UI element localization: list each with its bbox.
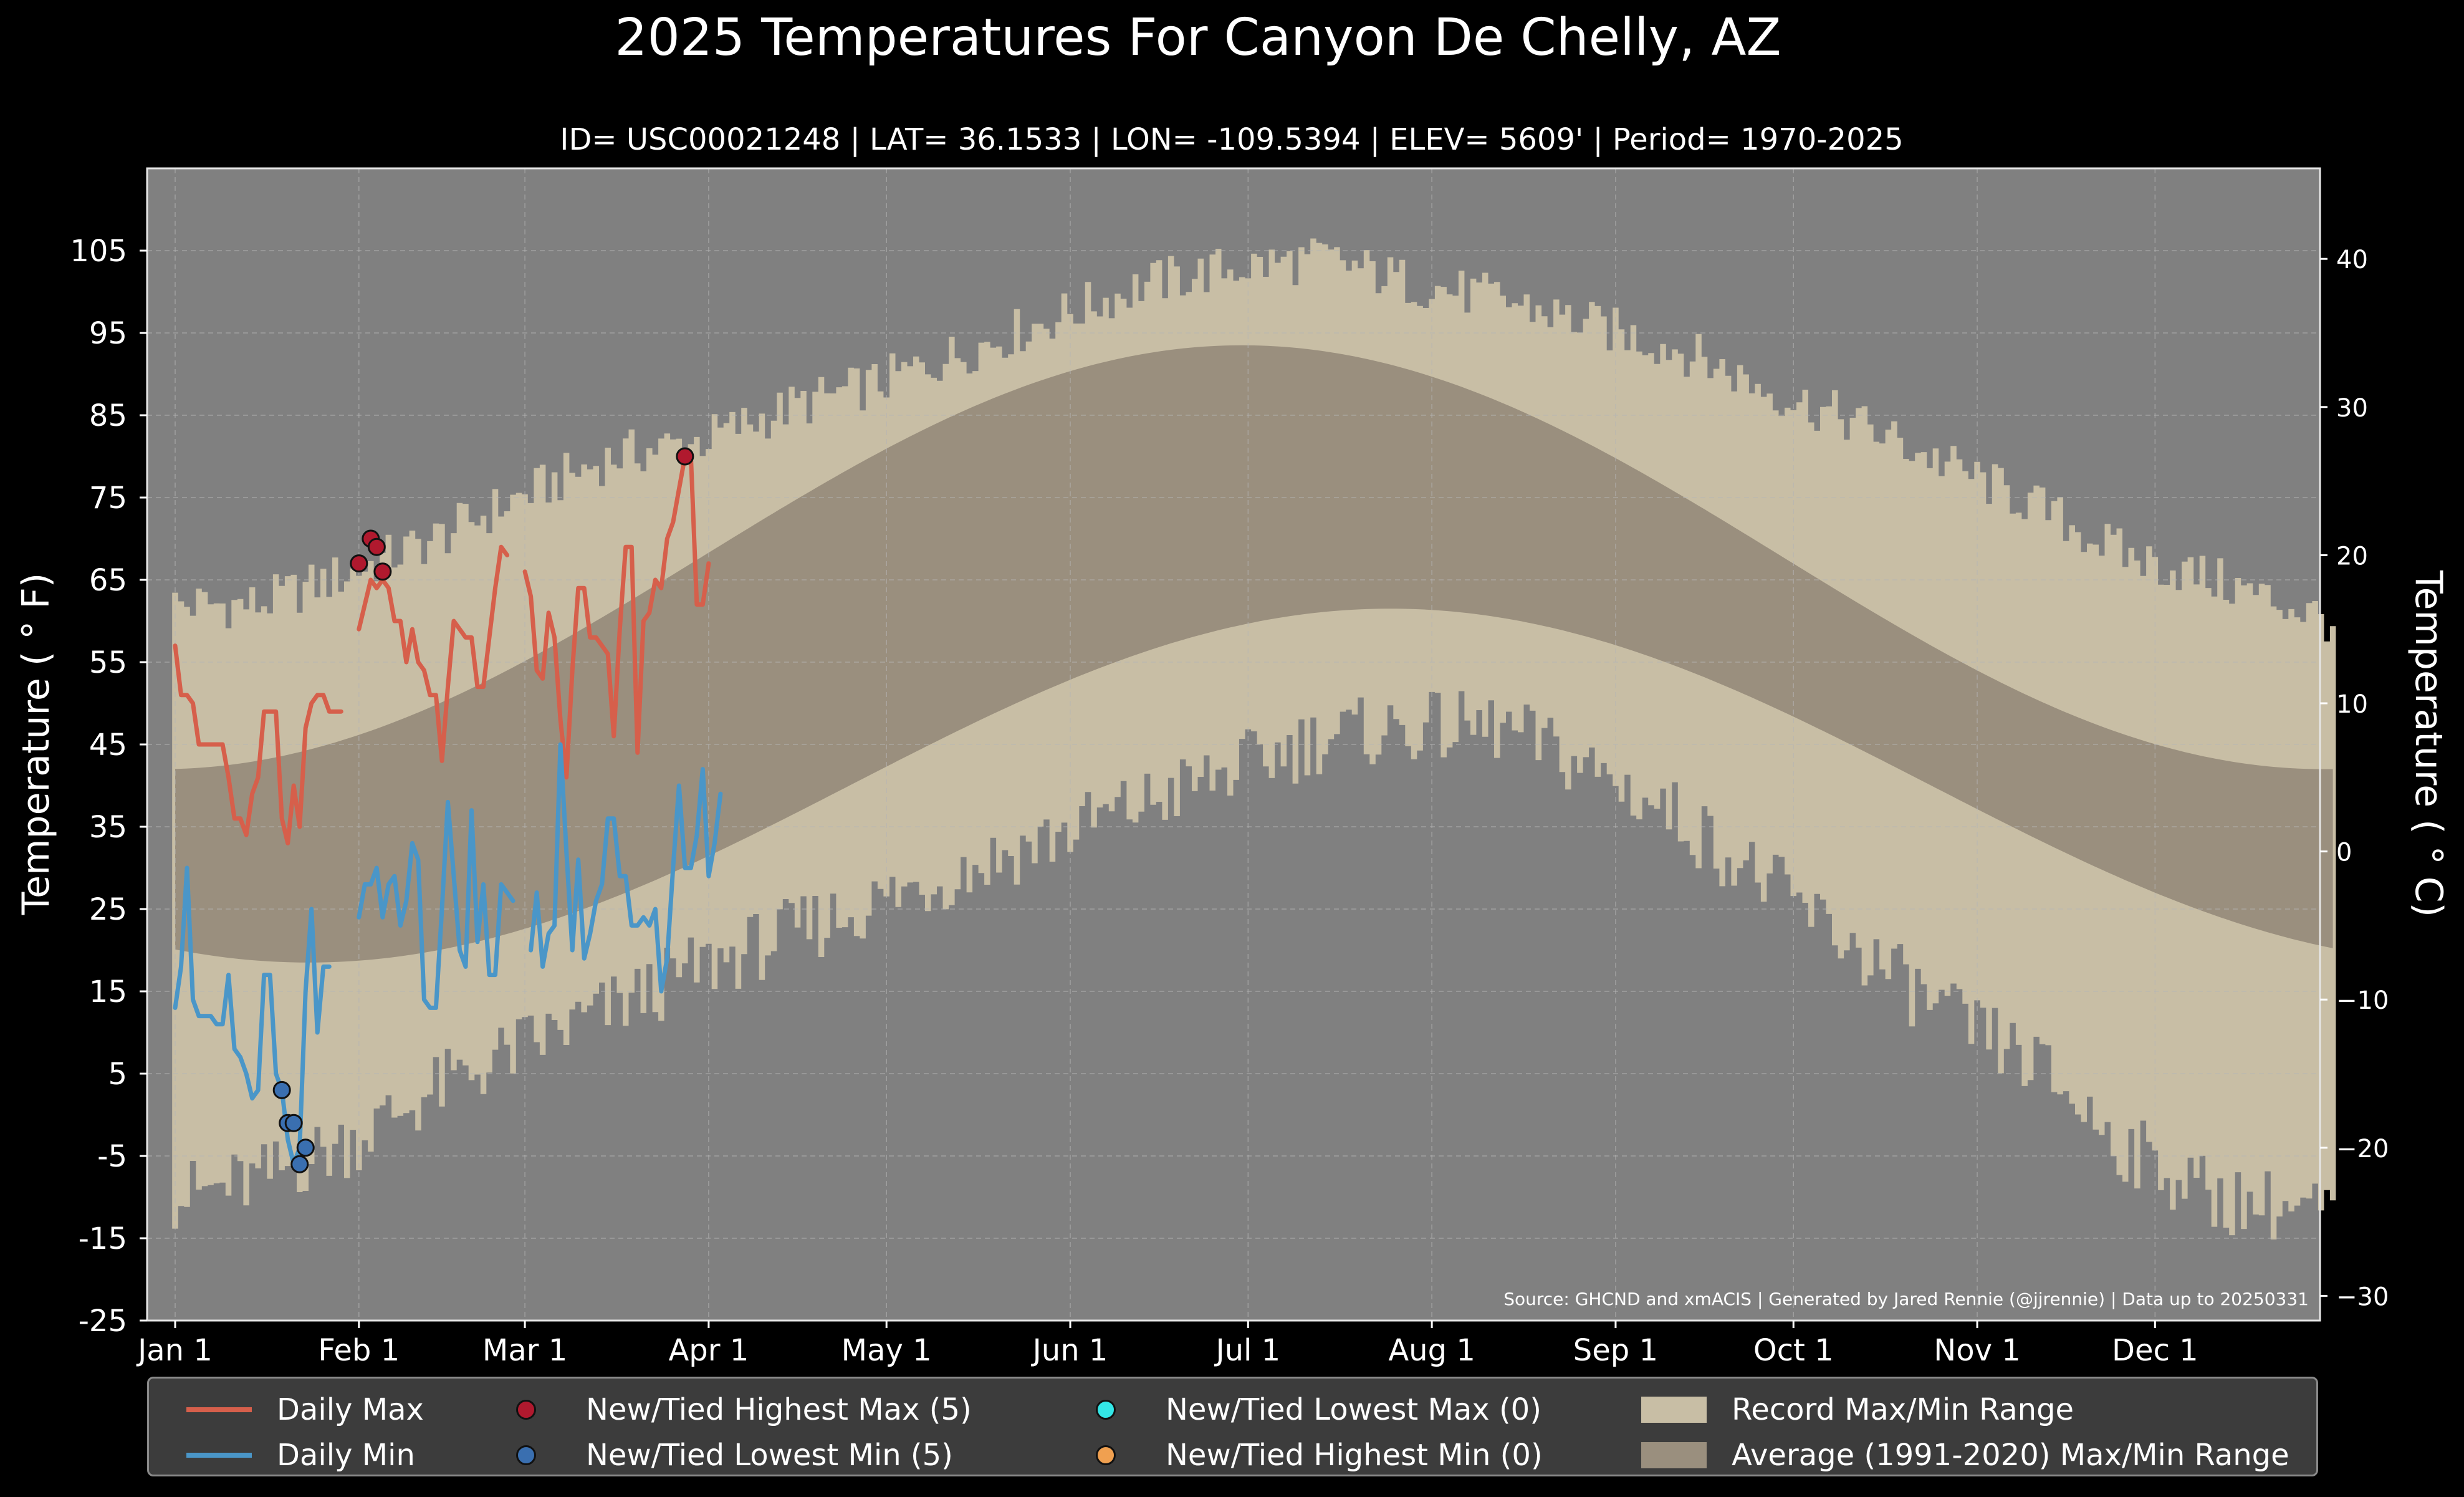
x-tick-label: Nov 1 <box>1934 1333 2020 1368</box>
y-tick-label: 55 <box>89 645 127 680</box>
y-right-tick-label: 20 <box>2336 542 2368 570</box>
y-tick-label: 15 <box>89 975 127 1009</box>
y-tick-label: 85 <box>89 398 127 433</box>
x-tick-label: Aug 1 <box>1388 1333 1475 1368</box>
legend-highest-min: New/Tied Highest Min (0) <box>1071 1437 1543 1474</box>
y-tick-label: -5 <box>97 1139 127 1174</box>
y-right-tick-label: 30 <box>2336 394 2368 423</box>
chart-subtitle: ID= USC00021248 | LAT= 36.1533 | LON= -1… <box>560 122 1903 157</box>
chart-title: 2025 Temperatures For Canyon De Chelly, … <box>615 8 1781 67</box>
legend-label: New/Tied Highest Max (5) <box>586 1392 972 1427</box>
y-tick-label: 95 <box>89 316 127 351</box>
record-range-band <box>172 238 2336 1239</box>
legend-label: New/Tied Highest Min (0) <box>1166 1438 1543 1473</box>
x-tick-label: Jul 1 <box>1214 1333 1280 1368</box>
lowest-min-marker <box>290 1155 309 1173</box>
y-tick-label: -15 <box>79 1221 127 1256</box>
legend-highest-max: New/Tied Highest Max (5) <box>492 1391 972 1428</box>
legend-normal-range: Average (1991-2020) Max/Min Range <box>1641 1437 2289 1474</box>
normal-range-swatch <box>1641 1442 1707 1468</box>
daily-min-line <box>173 742 723 1167</box>
lowest-min-marker-icon <box>516 1445 536 1465</box>
record-range-swatch <box>1641 1397 1707 1423</box>
highest-max-marker <box>676 447 694 466</box>
highest-max-marker <box>350 554 368 573</box>
daily-max-swatch <box>186 1407 252 1412</box>
highest-min-marker-icon <box>1096 1445 1116 1465</box>
daily-max-line <box>173 454 711 845</box>
x-tick-label: Jan 1 <box>136 1333 213 1368</box>
y-axis-label-right: Temperature ( ° C) <box>2407 570 2450 917</box>
plot-area: 105 95 85 75 65 55 45 35 25 15 5 -5 -15 -25 40 30 20 10 0 −… <box>70 167 2389 1368</box>
legend-label: Daily Max <box>277 1392 424 1427</box>
lowest-min-marker <box>272 1081 291 1099</box>
y-tick-label: 105 <box>70 234 127 269</box>
legend: Daily Max Daily Min New/Tied Highest Max… <box>147 1377 2318 1476</box>
y-tick-label: 45 <box>89 728 127 763</box>
y-tick-label: 75 <box>89 481 127 516</box>
lowest-min-marker <box>296 1138 315 1157</box>
lowest-max-marker-icon <box>1096 1400 1116 1420</box>
x-tick-label: May 1 <box>841 1333 932 1368</box>
x-tick-label: Oct 1 <box>1753 1333 1834 1368</box>
y-tick-label: 25 <box>89 892 127 927</box>
daily-min-swatch <box>186 1453 252 1458</box>
y-tick-label: -25 <box>79 1304 127 1339</box>
highest-max-marker <box>367 537 386 556</box>
legend-label: Daily Min <box>277 1438 415 1473</box>
y-tick-label: 35 <box>89 810 127 845</box>
x-tick-label: Sep 1 <box>1573 1333 1658 1368</box>
source-note: Source: GHCND and xmACIS | Generated by … <box>1503 1289 2309 1309</box>
highest-max-marker <box>373 562 392 581</box>
x-tick-label: Dec 1 <box>2112 1333 2198 1368</box>
normal-range-band <box>175 345 2333 963</box>
lowest-min-marker <box>284 1114 303 1132</box>
legend-label: New/Tied Lowest Min (5) <box>586 1438 953 1473</box>
y-right-tick-label: −20 <box>2336 1135 2389 1163</box>
y-tick-label: 5 <box>108 1057 127 1092</box>
legend-label: Average (1991-2020) Max/Min Range <box>1732 1438 2289 1473</box>
legend-lowest-max: New/Tied Lowest Max (0) <box>1071 1391 1541 1428</box>
highest-max-marker-icon <box>516 1400 536 1420</box>
legend-label: New/Tied Lowest Max (0) <box>1166 1392 1541 1427</box>
y-right-tick-label: 0 <box>2336 839 2352 867</box>
legend-daily-max: Daily Max <box>186 1391 424 1428</box>
y-right-tick-label: 40 <box>2336 246 2368 274</box>
legend-daily-min: Daily Min <box>186 1437 415 1474</box>
legend-label: Record Max/Min Range <box>1732 1392 2074 1427</box>
y-right-tick-label: −10 <box>2336 986 2389 1015</box>
y-tick-label: 65 <box>89 563 127 598</box>
x-tick-label: Apr 1 <box>668 1333 749 1368</box>
x-tick-label: Feb 1 <box>318 1333 400 1368</box>
y-right-tick-label: −30 <box>2336 1283 2389 1311</box>
y-axis-label: Temperature ( ° F) <box>14 573 58 916</box>
x-tick-label: Mar 1 <box>482 1333 567 1368</box>
y-right-tick-label: 10 <box>2336 690 2368 719</box>
legend-lowest-min: New/Tied Lowest Min (5) <box>492 1437 953 1474</box>
x-tick-label: Jun 1 <box>1031 1333 1108 1368</box>
legend-record-range: Record Max/Min Range <box>1641 1391 2074 1428</box>
